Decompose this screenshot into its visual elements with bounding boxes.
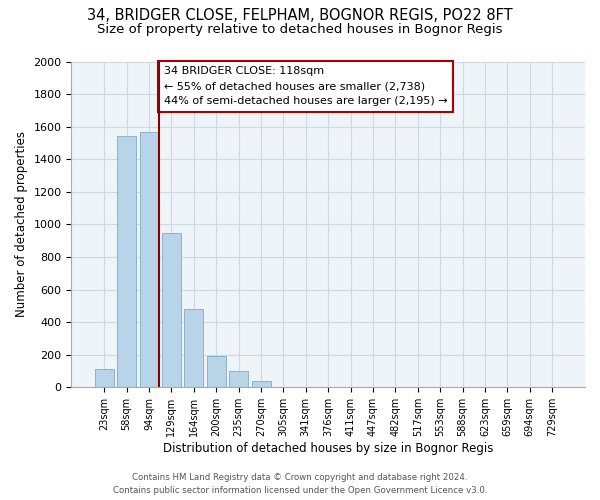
Bar — [251, 381, 271, 388]
X-axis label: Distribution of detached houses by size in Bognor Regis: Distribution of detached houses by size … — [163, 442, 493, 455]
Text: 34, BRIDGER CLOSE, FELPHAM, BOGNOR REGIS, PO22 8FT: 34, BRIDGER CLOSE, FELPHAM, BOGNOR REGIS… — [87, 8, 513, 22]
Text: Contains HM Land Registry data © Crown copyright and database right 2024.
Contai: Contains HM Land Registry data © Crown c… — [113, 474, 487, 495]
Bar — [140, 132, 158, 388]
Bar — [229, 371, 248, 388]
Bar — [184, 309, 203, 388]
Bar — [95, 370, 114, 388]
Bar — [162, 232, 181, 388]
Text: Size of property relative to detached houses in Bognor Regis: Size of property relative to detached ho… — [97, 22, 503, 36]
Text: 34 BRIDGER CLOSE: 118sqm
← 55% of detached houses are smaller (2,738)
44% of sem: 34 BRIDGER CLOSE: 118sqm ← 55% of detach… — [164, 66, 448, 106]
Y-axis label: Number of detached properties: Number of detached properties — [15, 132, 28, 318]
Bar — [117, 136, 136, 388]
Bar — [207, 356, 226, 388]
